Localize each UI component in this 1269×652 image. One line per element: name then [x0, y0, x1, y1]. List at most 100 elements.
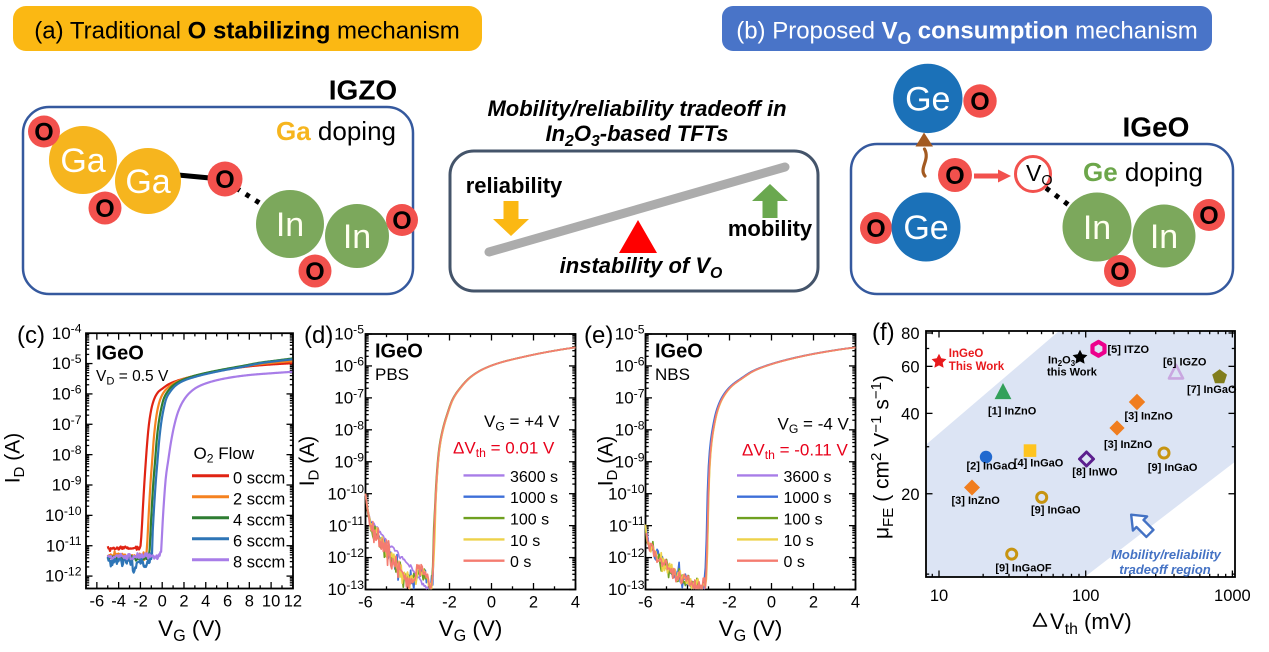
svg-text:Ge doping: Ge doping — [1083, 157, 1203, 187]
svg-text:10-8​: 10-8​ — [615, 418, 645, 439]
svg-text:-6: -6 — [358, 594, 373, 612]
svg-text:VD​ = 0.5 V: VD​ = 0.5 V — [96, 368, 169, 387]
svg-text:10-8​: 10-8​ — [52, 443, 82, 464]
svg-text:VG​ (V): VG​ (V) — [439, 616, 503, 645]
svg-text:[9] InGaO: [9] InGaO — [1148, 462, 1198, 474]
svg-text:Mobility/reliability tradeoff: Mobility/reliability tradeoff in — [487, 96, 786, 121]
svg-text:6: 6 — [223, 593, 232, 611]
svg-text:10-11​: 10-11​ — [328, 514, 364, 535]
svg-text:20: 20 — [901, 486, 919, 504]
svg-text:O2​ Flow: O2​ Flow — [194, 444, 255, 466]
svg-text:4: 4 — [201, 593, 210, 611]
svg-text:IGeO: IGeO — [96, 343, 144, 365]
svg-text:10-7​: 10-7​ — [615, 386, 645, 407]
svg-text:ΔVth​ = -0.11 V: ΔVth​ = -0.11 V — [742, 441, 848, 463]
svg-text:[3] InZnO: [3] InZnO — [1104, 439, 1153, 451]
svg-text:2: 2 — [179, 593, 188, 611]
svg-text:(f): (f) — [872, 319, 895, 346]
svg-text:10-10​: 10-10​ — [45, 504, 82, 525]
svg-text:100 s: 100 s — [784, 512, 823, 529]
svg-text:[1] InZnO: [1] InZnO — [988, 406, 1037, 418]
svg-text:In: In — [343, 218, 371, 256]
svg-text:Ge: Ge — [903, 209, 948, 247]
svg-text:O: O — [1110, 258, 1129, 286]
svg-text:-2: -2 — [722, 594, 737, 612]
svg-text:In2​O3​: In2​O3​ — [1048, 355, 1076, 368]
svg-text:10-6​: 10-6​ — [615, 354, 645, 375]
svg-text:O: O — [305, 258, 324, 286]
svg-text:10-6​: 10-6​ — [334, 354, 364, 375]
svg-text:3600 s: 3600 s — [784, 469, 832, 486]
svg-text:0 s: 0 s — [784, 554, 805, 571]
svg-text:-4: -4 — [400, 594, 415, 612]
svg-text:2: 2 — [529, 594, 538, 612]
svg-text:10: 10 — [930, 587, 948, 605]
svg-text:InGeO: InGeO — [949, 348, 984, 360]
svg-text:tradeoff region: tradeoff region — [1119, 562, 1211, 577]
svg-text:O: O — [392, 207, 411, 235]
svg-text:O: O — [866, 215, 885, 243]
svg-text:PBS: PBS — [375, 365, 409, 384]
svg-text:VG​ = +4 V: VG​ = +4 V — [484, 412, 560, 434]
svg-text:(e): (e) — [584, 322, 613, 349]
svg-text:10: 10 — [262, 593, 280, 611]
svg-text:6 sccm: 6 sccm — [233, 533, 285, 551]
svg-text:This Work: This Work — [949, 361, 1005, 373]
svg-text:[7] InGaO: [7] InGaO — [1187, 384, 1237, 396]
svg-text:10-11​: 10-11​ — [609, 514, 645, 535]
svg-text:-2: -2 — [442, 594, 457, 612]
svg-text:[4] InGaO: [4] InGaO — [1014, 458, 1064, 470]
svg-text:IGZO: IGZO — [329, 75, 397, 106]
svg-text:Ge: Ge — [905, 80, 950, 118]
svg-text:-6: -6 — [90, 593, 105, 611]
svg-text:[6] IGZO: [6] IGZO — [1163, 357, 1207, 369]
svg-text:VG​ = -4 V: VG​ = -4 V — [778, 415, 850, 437]
svg-text:(d): (d) — [304, 322, 333, 349]
svg-text:100 s: 100 s — [510, 512, 549, 529]
svg-text:1000 s: 1000 s — [784, 490, 832, 507]
svg-text:NBS: NBS — [655, 365, 690, 384]
svg-text:IGeO: IGeO — [1123, 112, 1190, 143]
svg-text:Ga: Ga — [60, 142, 105, 180]
svg-text:-2: -2 — [133, 593, 148, 611]
svg-text:12: 12 — [284, 593, 302, 611]
svg-text:(a) Traditional O stabilizing: (a) Traditional O stabilizing mechanism — [34, 18, 459, 45]
svg-text:10-5​: 10-5​ — [615, 323, 645, 344]
svg-text:reliability: reliability — [466, 173, 563, 198]
svg-text:In: In — [276, 206, 304, 244]
svg-text:O: O — [95, 195, 114, 223]
svg-text:mobility: mobility — [728, 216, 813, 241]
svg-text:4 sccm: 4 sccm — [233, 512, 285, 530]
svg-text:1000 s: 1000 s — [510, 490, 558, 507]
svg-text:10-9​: 10-9​ — [334, 450, 364, 471]
svg-text:0 s: 0 s — [510, 554, 531, 571]
svg-text:[5] ITZO: [5] ITZO — [1108, 344, 1150, 356]
svg-text:10-7​: 10-7​ — [52, 413, 82, 434]
svg-text:0: 0 — [158, 593, 167, 611]
svg-text:ID​ (A): ID​ (A) — [2, 433, 29, 484]
svg-text:60: 60 — [901, 358, 919, 376]
svg-text:O: O — [1199, 202, 1218, 230]
svg-text:10-5​: 10-5​ — [52, 352, 82, 373]
svg-text:In: In — [1150, 218, 1178, 256]
svg-text:10-11​: 10-11​ — [46, 534, 82, 555]
svg-text:40: 40 — [901, 405, 919, 423]
svg-text:-4: -4 — [680, 594, 695, 612]
svg-text:10-9​: 10-9​ — [615, 450, 645, 471]
svg-text:1000: 1000 — [1214, 587, 1251, 605]
svg-text:10-6​: 10-6​ — [52, 382, 82, 403]
svg-text:ID​ (A): ID​ (A) — [595, 436, 622, 487]
svg-text:Vth​ (mV): Vth​ (mV) — [1050, 609, 1132, 638]
svg-text:10-12​: 10-12​ — [45, 565, 82, 586]
svg-text:8: 8 — [245, 593, 254, 611]
svg-text:[8] InWO: [8] InWO — [1072, 467, 1118, 479]
svg-text:10-8​: 10-8​ — [334, 418, 364, 439]
svg-text:2: 2 — [809, 594, 818, 612]
svg-text:IGeO: IGeO — [375, 341, 423, 363]
svg-text:[2] InGaO: [2] InGaO — [967, 461, 1017, 473]
svg-text:0: 0 — [487, 594, 496, 612]
svg-text:10-4​: 10-4​ — [52, 322, 82, 343]
svg-text:10 s: 10 s — [510, 533, 540, 550]
svg-text:VG​ (V): VG​ (V) — [158, 616, 222, 645]
svg-text:-6: -6 — [638, 594, 653, 612]
